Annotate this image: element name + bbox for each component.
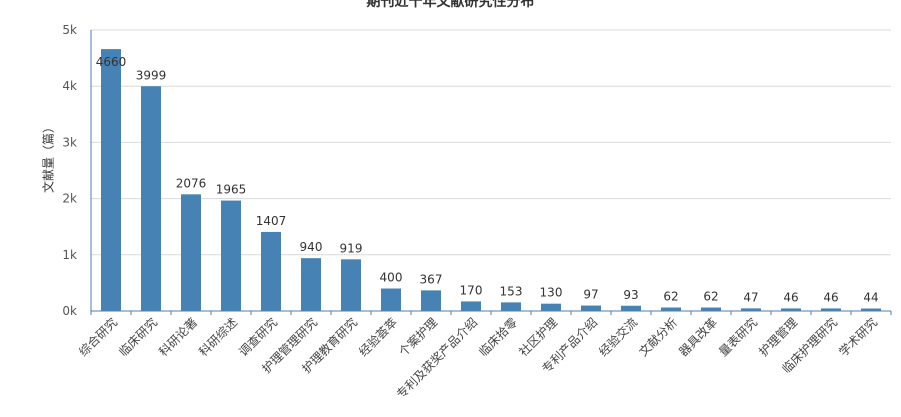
bar	[781, 308, 801, 311]
data-label: 4660	[96, 55, 127, 69]
chart-title: 期刊近十年文献研究性分布	[366, 0, 535, 10]
x-tick-label: 科研综述	[196, 315, 240, 359]
y-tick-label: 0k	[62, 304, 77, 318]
bar	[701, 307, 721, 311]
bar	[541, 303, 561, 311]
data-label: 44	[863, 291, 878, 305]
bar	[621, 305, 641, 311]
data-label: 1965	[216, 183, 247, 197]
bar	[101, 49, 121, 311]
x-tick-label: 经验交流	[596, 315, 641, 360]
bar	[421, 290, 441, 311]
bar	[341, 259, 361, 311]
bar	[581, 305, 601, 311]
data-label: 400	[380, 271, 403, 285]
y-tick-label: 2k	[62, 192, 77, 206]
x-tick-label: 学术研究	[836, 315, 881, 360]
data-label: 170	[460, 283, 483, 297]
x-tick-label: 临床拾零	[476, 315, 521, 360]
data-label: 46	[823, 290, 838, 304]
bar	[861, 308, 881, 311]
data-label: 97	[583, 288, 598, 302]
data-label: 919	[340, 241, 363, 255]
x-tick-label: 临床研究	[116, 315, 161, 360]
data-label: 46	[783, 290, 798, 304]
data-label: 1407	[256, 214, 287, 228]
x-tick-label: 科研论著	[156, 315, 200, 359]
data-label: 130	[540, 286, 563, 300]
x-tick-label: 器具改革	[676, 315, 720, 359]
bar	[301, 258, 321, 311]
x-tick-label: 综合研究	[76, 315, 121, 360]
x-tick-label: 经验荟萃	[356, 315, 401, 360]
data-label: 940	[300, 240, 323, 254]
bar	[181, 194, 201, 311]
x-tick-label: 文献分析	[636, 315, 681, 360]
bar	[461, 301, 481, 311]
y-tick-label: 1k	[62, 248, 77, 262]
bar	[141, 86, 161, 312]
data-label: 93	[623, 288, 638, 302]
y-tick-label: 3k	[62, 135, 77, 149]
y-tick-label: 4k	[62, 79, 77, 93]
data-label: 2076	[176, 176, 207, 190]
data-label: 62	[703, 290, 718, 304]
data-label: 367	[420, 272, 443, 286]
y-axis-label: 文献量（篇）	[41, 120, 56, 193]
bar	[741, 308, 761, 311]
x-tick-label: 量表研究	[716, 315, 761, 360]
data-label: 3999	[136, 68, 167, 82]
bar	[501, 302, 521, 311]
bar	[221, 200, 241, 311]
bar	[261, 231, 281, 311]
y-tick-label: 5k	[62, 23, 77, 37]
data-label: 47	[743, 290, 758, 304]
data-label: 153	[500, 284, 523, 298]
bar	[661, 307, 681, 311]
bar	[381, 288, 401, 311]
bar	[821, 308, 841, 311]
data-label: 62	[663, 290, 678, 304]
